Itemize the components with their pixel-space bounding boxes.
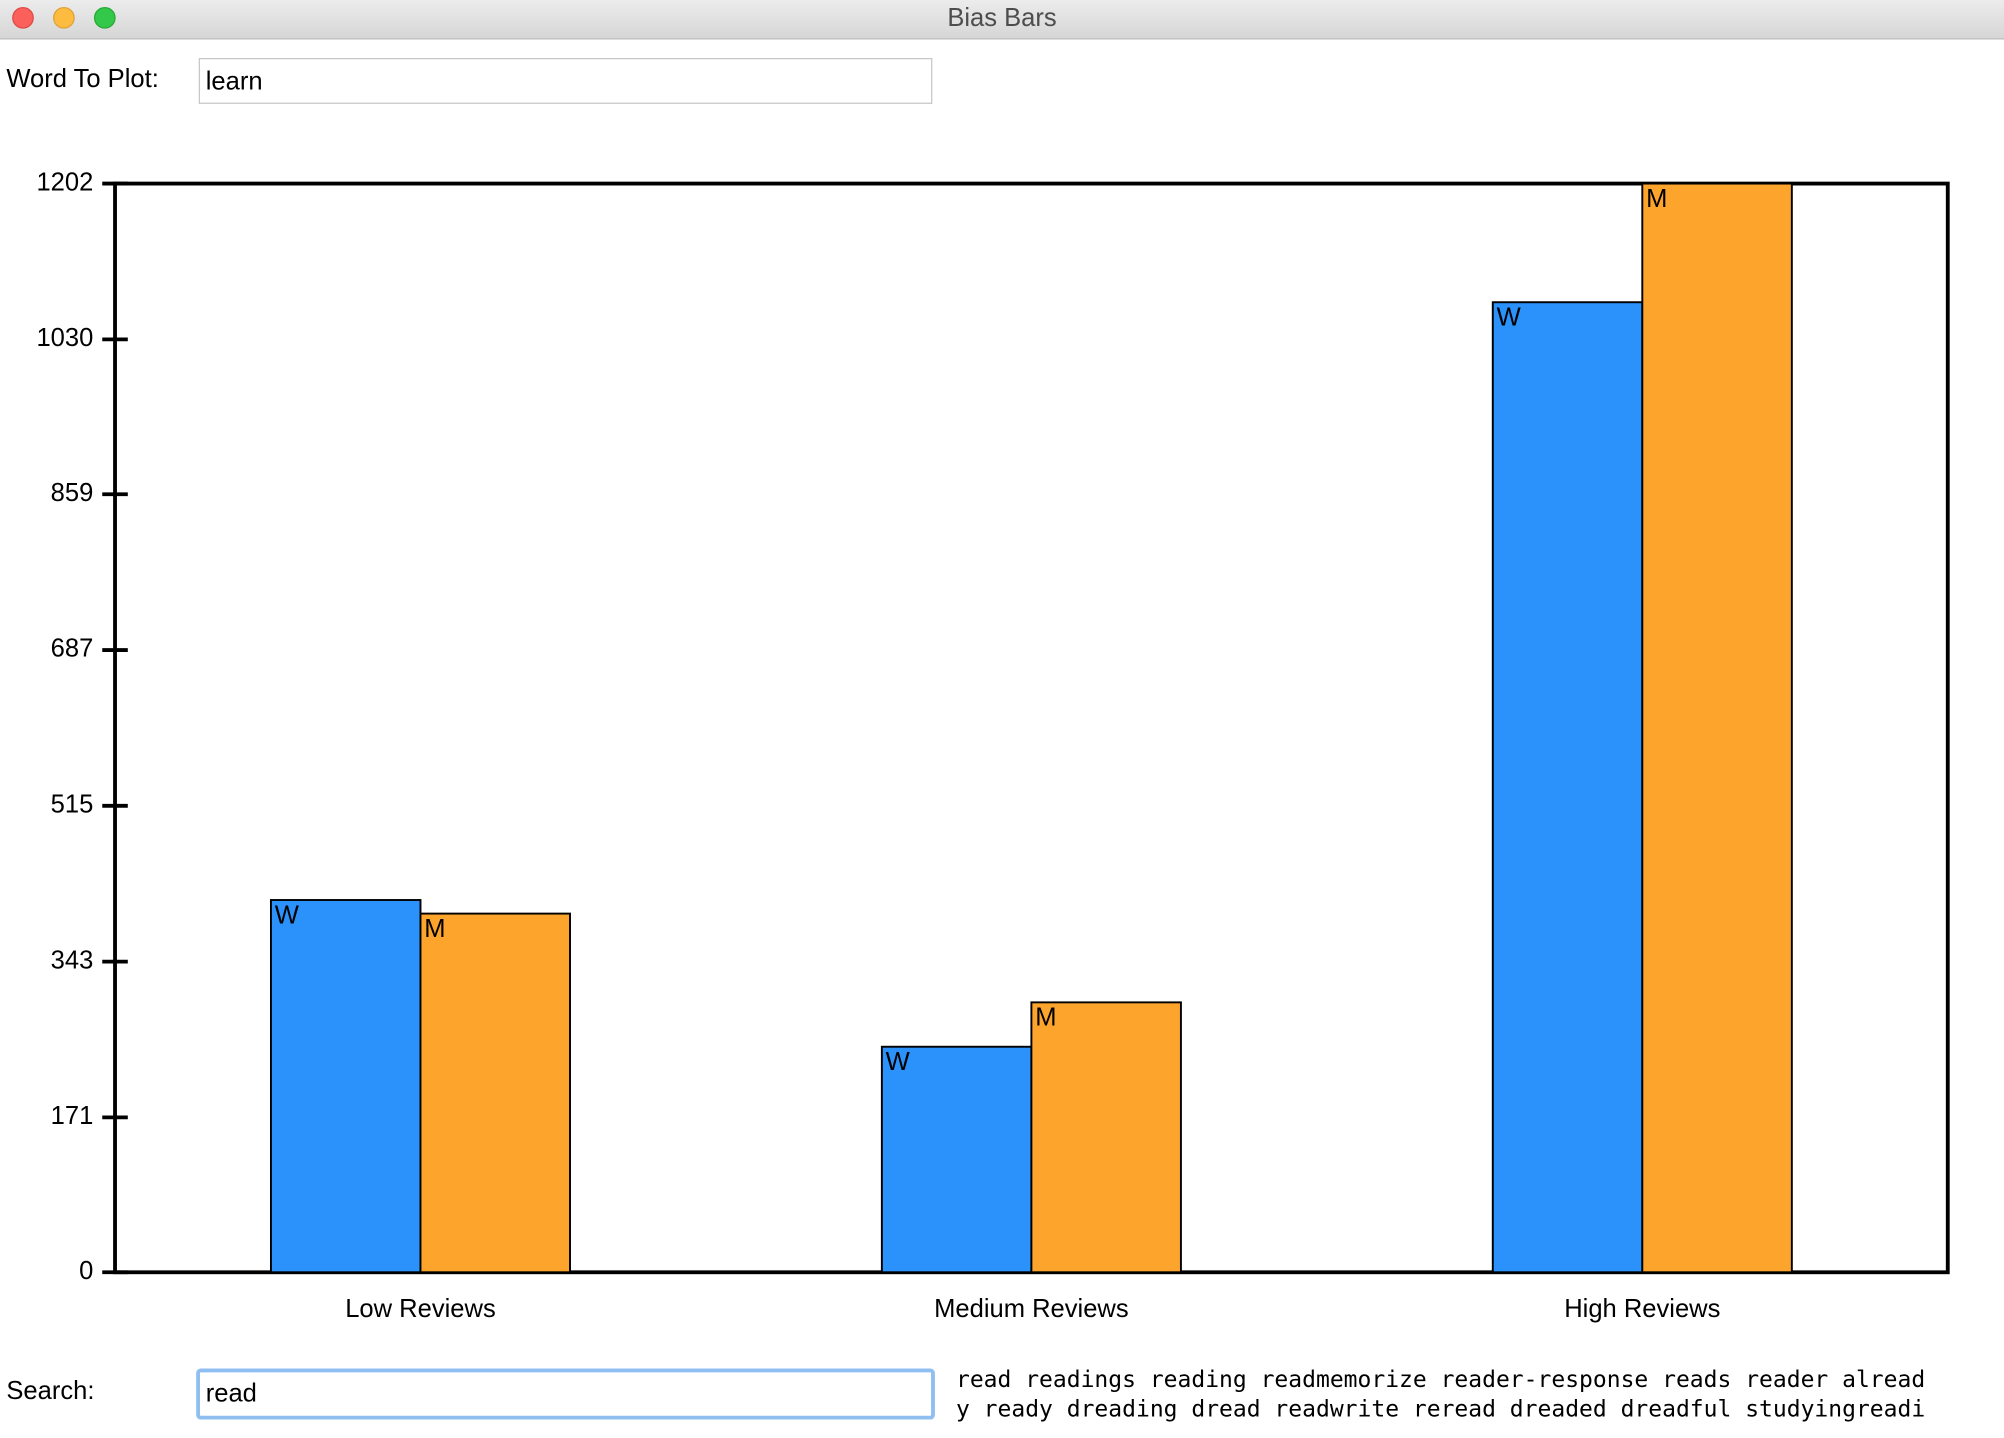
word-input[interactable] xyxy=(198,58,933,104)
bar-label: W xyxy=(1497,304,1521,332)
y-tick-label: 515 xyxy=(51,791,94,819)
bar-label: M xyxy=(1646,185,1667,213)
search-input[interactable] xyxy=(196,1368,935,1420)
x-tick-label: High Reviews xyxy=(1564,1295,1720,1323)
x-tick-label: Medium Reviews xyxy=(934,1295,1129,1323)
y-tick-label: 687 xyxy=(51,635,94,663)
minimize-button[interactable] xyxy=(53,7,75,29)
y-tick-label: 343 xyxy=(51,946,94,974)
zoom-button[interactable] xyxy=(93,7,116,29)
word-input-value: learn xyxy=(206,68,263,96)
bar xyxy=(269,899,422,1274)
bar xyxy=(1030,1001,1182,1274)
bar-label: M xyxy=(424,915,445,943)
chart: 0 171 343 515 687 859 1030 1202 Low Reviews W M Med… xyxy=(36,168,1793,1323)
title-bar xyxy=(0,0,2004,39)
word-label: Word To Plot: xyxy=(6,65,158,93)
search-result-line: y ready dreading dread readwrite reread … xyxy=(956,1396,1925,1422)
search-result-line: read readings reading readmemorize reade… xyxy=(956,1367,1925,1393)
window-title: Bias Bars xyxy=(947,4,1056,32)
y-tick-label: 859 xyxy=(51,479,94,507)
bar-label: W xyxy=(886,1048,910,1076)
bar-label: W xyxy=(275,901,299,929)
x-tick-label: Low Reviews xyxy=(345,1295,496,1323)
y-tick-label: 1202 xyxy=(36,168,93,196)
bar xyxy=(1491,301,1644,1274)
bar xyxy=(880,1045,1033,1274)
close-button[interactable] xyxy=(12,7,34,29)
search-input-value: read xyxy=(206,1379,257,1407)
y-tick-label: 0 xyxy=(79,1257,93,1285)
y-tick-label: 171 xyxy=(51,1102,94,1130)
bar xyxy=(419,912,571,1274)
y-tick-label: 1030 xyxy=(36,324,93,352)
bar xyxy=(1641,182,1793,1274)
search-label: Search: xyxy=(6,1377,94,1405)
bar-label: M xyxy=(1035,1004,1056,1032)
